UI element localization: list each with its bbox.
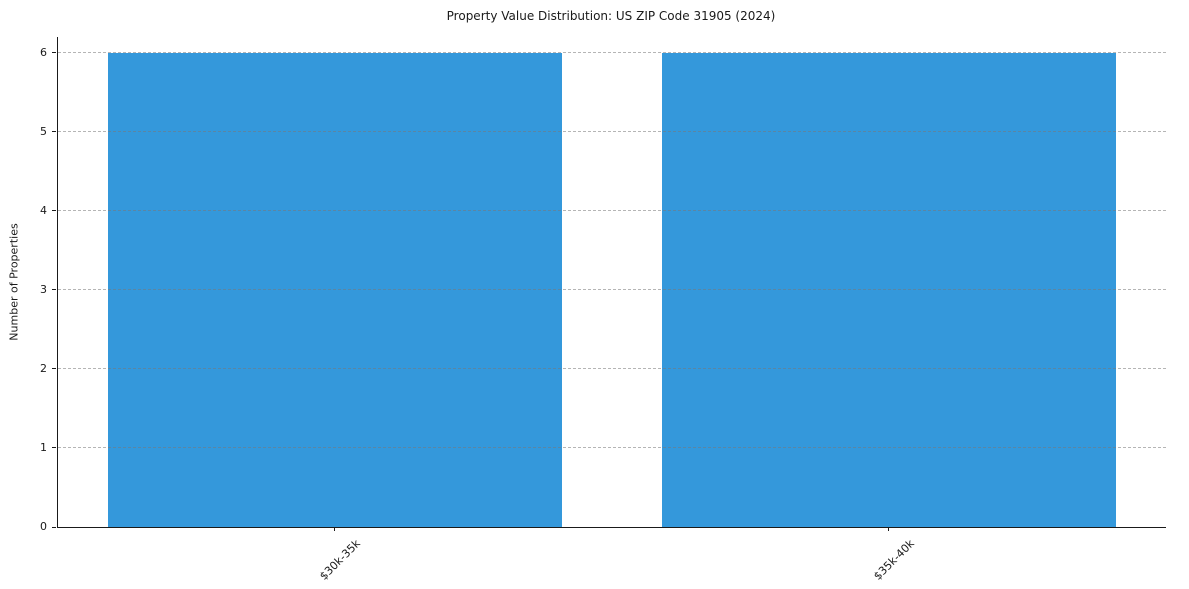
grid-line (58, 446, 1166, 448)
y-tick-mark (52, 368, 56, 370)
x-tick-mark (333, 527, 335, 531)
plot-area (57, 37, 1166, 528)
y-tick-label: 6 (40, 45, 47, 59)
y-tick-mark (52, 131, 56, 133)
x-tick-mark (887, 527, 889, 531)
x-tick-label-text: $35k-40k (871, 537, 918, 583)
bar (661, 52, 1117, 527)
y-tick-label: 1 (40, 440, 47, 454)
bar (107, 52, 563, 527)
grid-line (58, 288, 1166, 290)
y-tick-label: 5 (40, 124, 47, 138)
y-tick-mark (52, 289, 56, 291)
chart-title: Property Value Distribution: US ZIP Code… (446, 9, 776, 23)
y-tick-mark (52, 447, 56, 449)
grid-line (58, 51, 1166, 53)
y-tick-mark (52, 210, 56, 212)
grid-line (58, 130, 1166, 132)
x-tick-label-text: $30k-35k (317, 537, 364, 583)
grid-line (58, 367, 1166, 369)
y-tick-label: 4 (40, 203, 47, 217)
y-tick-label: 3 (40, 282, 47, 296)
y-tick-mark (52, 526, 56, 528)
grid-line (58, 209, 1166, 211)
y-tick-label: 0 (40, 520, 47, 533)
y-tick-label: 2 (40, 361, 47, 375)
y-tick-mark (52, 52, 56, 54)
